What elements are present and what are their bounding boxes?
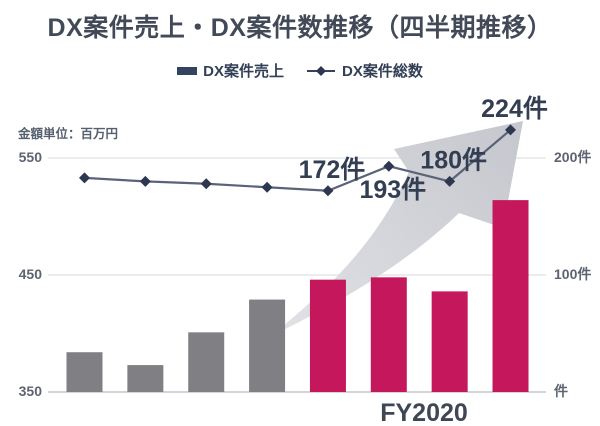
bar-DX案件売上-q1 [66,352,103,392]
right-axis-tick-0: 件 [554,383,568,399]
trend-point-label: 180件 [420,146,487,174]
legend-line-label: DX案件総数 [342,63,423,80]
bar-DX案件売上-q6 [370,277,407,392]
trend-point-marker-q4 [261,181,273,193]
trend-point-marker-q3 [200,178,212,190]
legend: DX案件売上 DX案件総数 [0,60,600,81]
right-axis-tick-100: 100件 [554,266,592,282]
bar-DX案件売上-q8 [492,200,529,392]
left-axis-tick-550: 550 [18,149,42,165]
bar-DX案件売上-q7 [431,291,468,392]
trend-point-marker-q6 [383,160,395,172]
trend-point-marker-q7 [444,175,456,187]
right-axis-tick-200: 200件 [554,149,592,165]
legend-bar-label: DX案件売上 [203,63,284,80]
legend-item-sales: DX案件売上 [177,60,284,81]
trend-point-label: 224件 [481,95,548,123]
bar-DX案件売上-q2 [127,365,164,392]
chart-title: DX案件売上・DX案件数推移（四半期推移） [47,14,553,42]
left-axis-tick-350: 350 [18,383,42,399]
left-axis-unit-label: 金額単位：百万円 [18,127,119,141]
legend-item-count: DX案件総数 [306,60,423,81]
x-axis-group-label-fy2020: FY2020 [380,399,468,426]
bar-DX案件売上-q4 [249,299,286,392]
trend-line [84,129,512,192]
left-axis-tick-450: 450 [18,266,42,282]
trend-point-marker-q5 [322,185,334,197]
trend-point-label: 193件 [359,176,426,204]
line-diamond-swatch-icon [307,65,335,76]
trend-point-label: 172件 [299,156,366,184]
trend-point-marker-q2 [139,175,151,187]
trend-point-marker-q1 [79,172,90,184]
trend-point-marker-q8 [505,124,517,136]
bar-DX案件売上-q5 [309,279,346,392]
bar-DX案件売上-q3 [188,332,225,392]
bar-series-swatch-icon [177,66,198,75]
